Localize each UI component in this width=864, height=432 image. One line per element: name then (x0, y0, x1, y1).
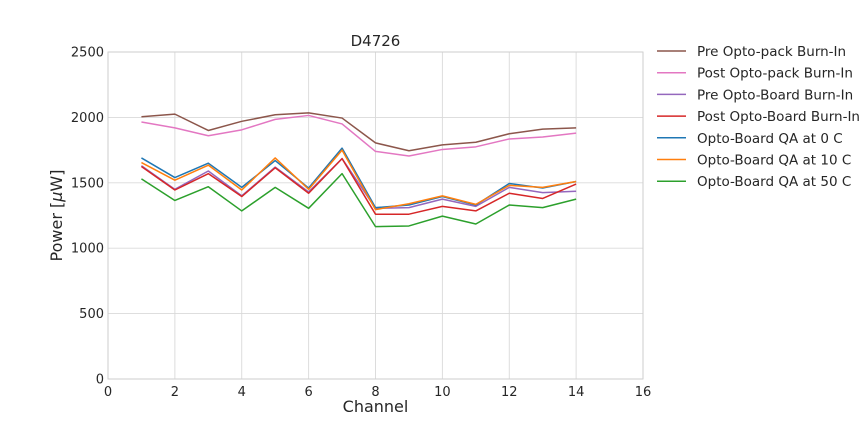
x-tick-label: 8 (371, 385, 379, 400)
legend-item: Opto-Board QA at 10 C (657, 153, 851, 169)
legend-label: Post Opto-Board Burn-In (697, 109, 860, 125)
plot-frame (107, 51, 644, 380)
legend-label: Opto-Board QA at 10 C (697, 153, 851, 169)
y-axis-label-prefix: Power [ (47, 202, 66, 262)
legend-item: Opto-Board QA at 50 C (657, 174, 851, 190)
x-tick-label: 12 (501, 385, 518, 400)
y-tick-label: 2500 (71, 46, 104, 61)
x-tick-label: 16 (635, 385, 652, 400)
y-axis-label-suffix: W] (47, 170, 66, 192)
legend-item: Post Opto-pack Burn-In (657, 66, 853, 82)
series-line-1 (141, 112, 577, 152)
x-tick-label: 2 (171, 385, 179, 400)
x-axis-label: Channel (343, 397, 409, 416)
y-tick-labels: 0 500 1000 1500 2000 2500 (71, 46, 104, 388)
grid (107, 51, 644, 380)
series-line-3 (141, 157, 577, 210)
legend-label: Pre Opto-pack Burn-In (697, 44, 846, 60)
y-axis-label: Power [μW] (47, 170, 66, 262)
legend: Pre Opto-pack Burn-In Post Opto-pack Burn… (657, 44, 860, 190)
series-line-6 (141, 149, 577, 211)
legend-item: Pre Opto-pack Burn-In (657, 44, 846, 60)
legend-label: Post Opto-pack Burn-In (697, 66, 853, 82)
x-tick-labels: 0 2 4 6 8 10 12 14 16 (104, 385, 651, 400)
legend-label: Pre Opto-Board Burn-In (697, 87, 853, 103)
y-axis-label-mu: μ (47, 192, 66, 203)
x-tick-label: 14 (568, 385, 585, 400)
y-tick-label: 500 (79, 307, 104, 322)
series-line-4 (141, 157, 577, 215)
x-tick-label: 6 (304, 385, 312, 400)
x-tick-label: 4 (238, 385, 246, 400)
y-tick-label: 1500 (71, 176, 104, 191)
legend-item: Post Opto-Board Burn-In (657, 109, 860, 125)
legend-label: Opto-Board QA at 50 C (697, 174, 851, 190)
y-tick-label: 0 (96, 373, 104, 388)
x-tick-label: 10 (434, 385, 451, 400)
y-tick-label: 1000 (71, 242, 104, 257)
y-tick-label: 2000 (71, 111, 104, 126)
series-line-7 (141, 172, 577, 228)
chart-title: D4726 (351, 32, 401, 50)
legend-item: Opto-Board QA at 0 C (657, 131, 843, 147)
series-line-5 (141, 147, 577, 209)
x-tick-label: 0 (104, 385, 112, 400)
legend-label: Opto-Board QA at 0 C (697, 131, 843, 147)
series-line-2 (141, 114, 577, 157)
legend-item: Pre Opto-Board Burn-In (657, 87, 853, 103)
series-lines (141, 112, 577, 228)
